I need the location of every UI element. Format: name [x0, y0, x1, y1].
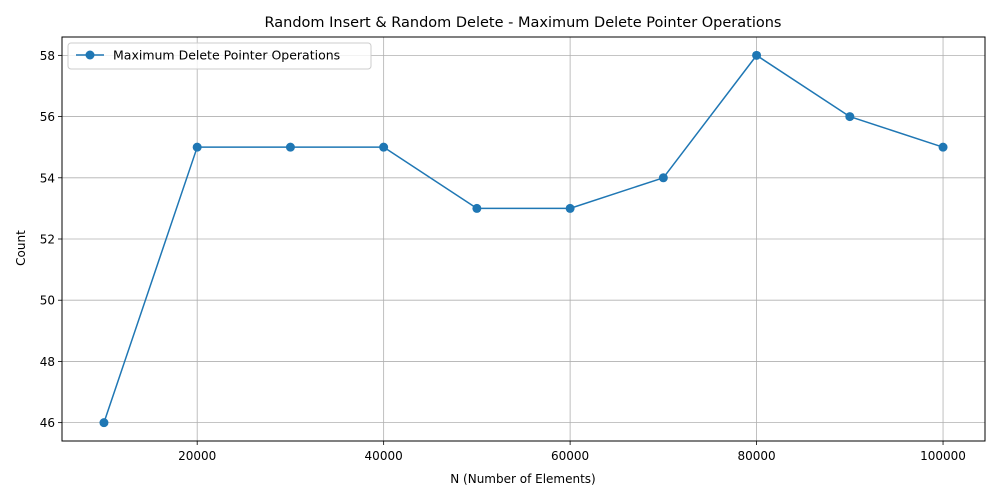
y-axis-label: Count — [14, 230, 28, 266]
y-tick-label: 46 — [40, 416, 55, 430]
legend-series-label: Maximum Delete Pointer Operations — [113, 48, 340, 63]
y-tick-label: 48 — [40, 355, 55, 369]
y-tick-label: 52 — [40, 233, 55, 247]
x-tick-label: 60000 — [551, 449, 589, 463]
data-point — [472, 203, 482, 213]
y-tick-label: 56 — [40, 110, 55, 124]
data-point — [285, 142, 295, 152]
y-tick-label: 54 — [40, 171, 55, 185]
legend: Maximum Delete Pointer Operations — [67, 42, 372, 70]
y-tick-label: 58 — [40, 49, 55, 63]
axes: 20000 40000 60000 80000 100000 46 48 50 52 54 56 58 — [40, 49, 966, 463]
data-point — [192, 142, 202, 152]
data-point — [658, 173, 668, 183]
x-tick-label: 80000 — [737, 449, 775, 463]
x-tick-label: 100000 — [920, 449, 966, 463]
data-point — [938, 142, 948, 152]
legend-box — [67, 42, 372, 70]
series-line — [103, 54, 944, 423]
series-layer — [99, 50, 948, 428]
data-point — [379, 142, 389, 152]
legend-series-marker — [85, 50, 95, 60]
x-axis-label: N (Number of Elements) — [450, 472, 596, 486]
data-point — [99, 418, 109, 428]
data-point — [565, 203, 575, 213]
data-point — [845, 112, 855, 122]
y-tick-label: 50 — [40, 294, 55, 308]
x-tick-label: 40000 — [365, 449, 403, 463]
data-point — [752, 50, 762, 60]
chart-title: Random Insert & Random Delete - Maximum … — [264, 15, 781, 31]
x-tick-label: 20000 — [178, 449, 216, 463]
